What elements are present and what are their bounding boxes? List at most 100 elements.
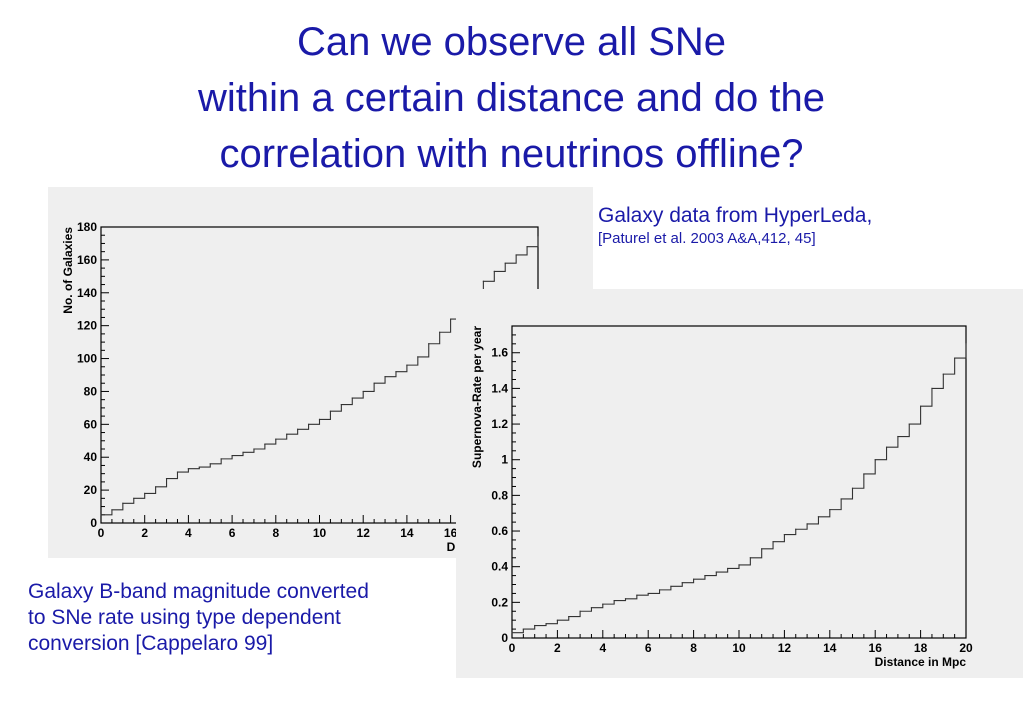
y-tick-label: 0.2 [491, 595, 508, 609]
data-point [100, 514, 102, 516]
x-axis-title: Distance in Mpc [875, 655, 967, 669]
data-point [406, 364, 408, 366]
data-point [220, 458, 222, 460]
sn-rate-chart-panel: 0 2 4 6 8 10 12 14 16 18 20 0 0.2 0.4 0.6 0.8 1 1.2 1.4 1.6… [456, 289, 1023, 678]
y-tick-label: 40 [84, 450, 98, 464]
y-tick-label: 0 [501, 631, 508, 645]
data-point [493, 270, 495, 272]
y-tick-label: 160 [77, 253, 97, 267]
series-step-line [511, 343, 967, 634]
data-point [545, 623, 547, 625]
data-point [482, 280, 484, 282]
data-point [329, 410, 332, 412]
data-point [534, 624, 536, 627]
data-point [863, 473, 865, 475]
data-point [155, 486, 157, 488]
data-point [829, 509, 831, 511]
y-tick-label: 1.2 [491, 417, 508, 431]
data-point [954, 357, 956, 359]
data-point [165, 478, 168, 480]
data-point [384, 376, 386, 378]
title-line-2: within a certain distance and do the [197, 76, 826, 120]
data-point [942, 373, 944, 375]
plot-frame [511, 325, 967, 639]
y-tick-label: 100 [77, 352, 97, 366]
x-tick-label: 10 [313, 526, 327, 540]
data-point [568, 616, 570, 618]
data-point [658, 589, 661, 591]
y-tick-label: 1 [501, 453, 508, 467]
data-point [783, 533, 785, 536]
data-point [579, 610, 581, 612]
galaxy-count-chart: 0246810121416020406080100120140160180Dis… [61, 220, 539, 554]
source-note-line-1: Galaxy data from HyperLeda, [598, 204, 873, 227]
data-point [613, 599, 615, 602]
data-point [885, 446, 888, 448]
x-tick-label: 12 [357, 526, 371, 540]
y-tick-label: 0.4 [491, 560, 508, 574]
y-axis-title: Supernova-Rate per year [470, 326, 484, 468]
data-point [275, 438, 277, 440]
data-point [522, 628, 524, 630]
data-point [198, 466, 200, 468]
data-point [395, 371, 397, 373]
y-tick-label: 60 [84, 417, 98, 431]
data-point [806, 523, 808, 525]
y-tick-label: 0.6 [491, 524, 508, 538]
data-point [286, 433, 288, 435]
data-point [504, 262, 506, 264]
data-point [340, 404, 342, 406]
x-tick-label: 8 [272, 526, 279, 540]
data-point [253, 448, 255, 450]
data-point [242, 451, 244, 453]
x-tick-label: 6 [645, 641, 652, 655]
y-tick-label: 0 [90, 516, 97, 530]
data-point [133, 497, 135, 499]
data-point [840, 498, 842, 500]
title-line-1: Can we observe all SNe [296, 20, 727, 64]
conversion-note: Galaxy B-band magnitude converted to SNe… [28, 579, 458, 657]
x-tick-label: 2 [554, 641, 561, 655]
x-tick-label: 10 [732, 641, 746, 655]
data-point [897, 435, 899, 438]
data-point [761, 548, 763, 550]
data-point [670, 585, 672, 587]
data-point [351, 397, 353, 399]
x-tick-label: 12 [778, 641, 792, 655]
data-point [874, 459, 876, 461]
data-point [624, 598, 627, 600]
slide-title: Can we observe all SNe within a certain … [0, 14, 1023, 182]
y-tick-label: 20 [84, 483, 98, 497]
data-point [450, 318, 452, 320]
data-point [602, 603, 604, 605]
data-point [749, 557, 751, 559]
y-tick-label: 80 [84, 384, 98, 398]
x-tick-label: 6 [229, 526, 236, 540]
data-point [772, 541, 774, 543]
data-point [556, 619, 558, 621]
x-tick-label: 14 [400, 526, 414, 540]
data-point [307, 423, 310, 425]
sn-rate-chart: 0 2 4 6 8 10 12 14 16 18 20 0 0.2 0.4 0.6 0.8 1 1.2 1.4 1.6… [470, 325, 973, 669]
data-point [590, 607, 593, 609]
source-note-line-2: [Paturel et al. 2003 A&A,412, 45] [598, 230, 816, 247]
y-tick-label: 180 [77, 220, 97, 234]
data-point [908, 423, 910, 425]
y-tick-label: 140 [77, 286, 97, 300]
data-point [738, 564, 740, 566]
data-point [795, 528, 797, 530]
data-point [362, 390, 364, 393]
data-point [187, 468, 189, 470]
source-note: Galaxy data from HyperLeda, [Paturel et … [598, 203, 872, 249]
data-point [526, 246, 528, 248]
y-tick-label: 1.6 [491, 346, 508, 360]
x-tick-label: 2 [141, 526, 148, 540]
y-tick-label: 120 [77, 319, 97, 333]
data-point [931, 387, 933, 389]
data-point [681, 582, 683, 584]
data-point [176, 471, 179, 473]
x-tick-label: 16 [444, 526, 458, 540]
data-point [428, 343, 430, 345]
data-point [511, 632, 513, 634]
conversion-note-line-1: Galaxy B-band magnitude converted [28, 580, 369, 603]
